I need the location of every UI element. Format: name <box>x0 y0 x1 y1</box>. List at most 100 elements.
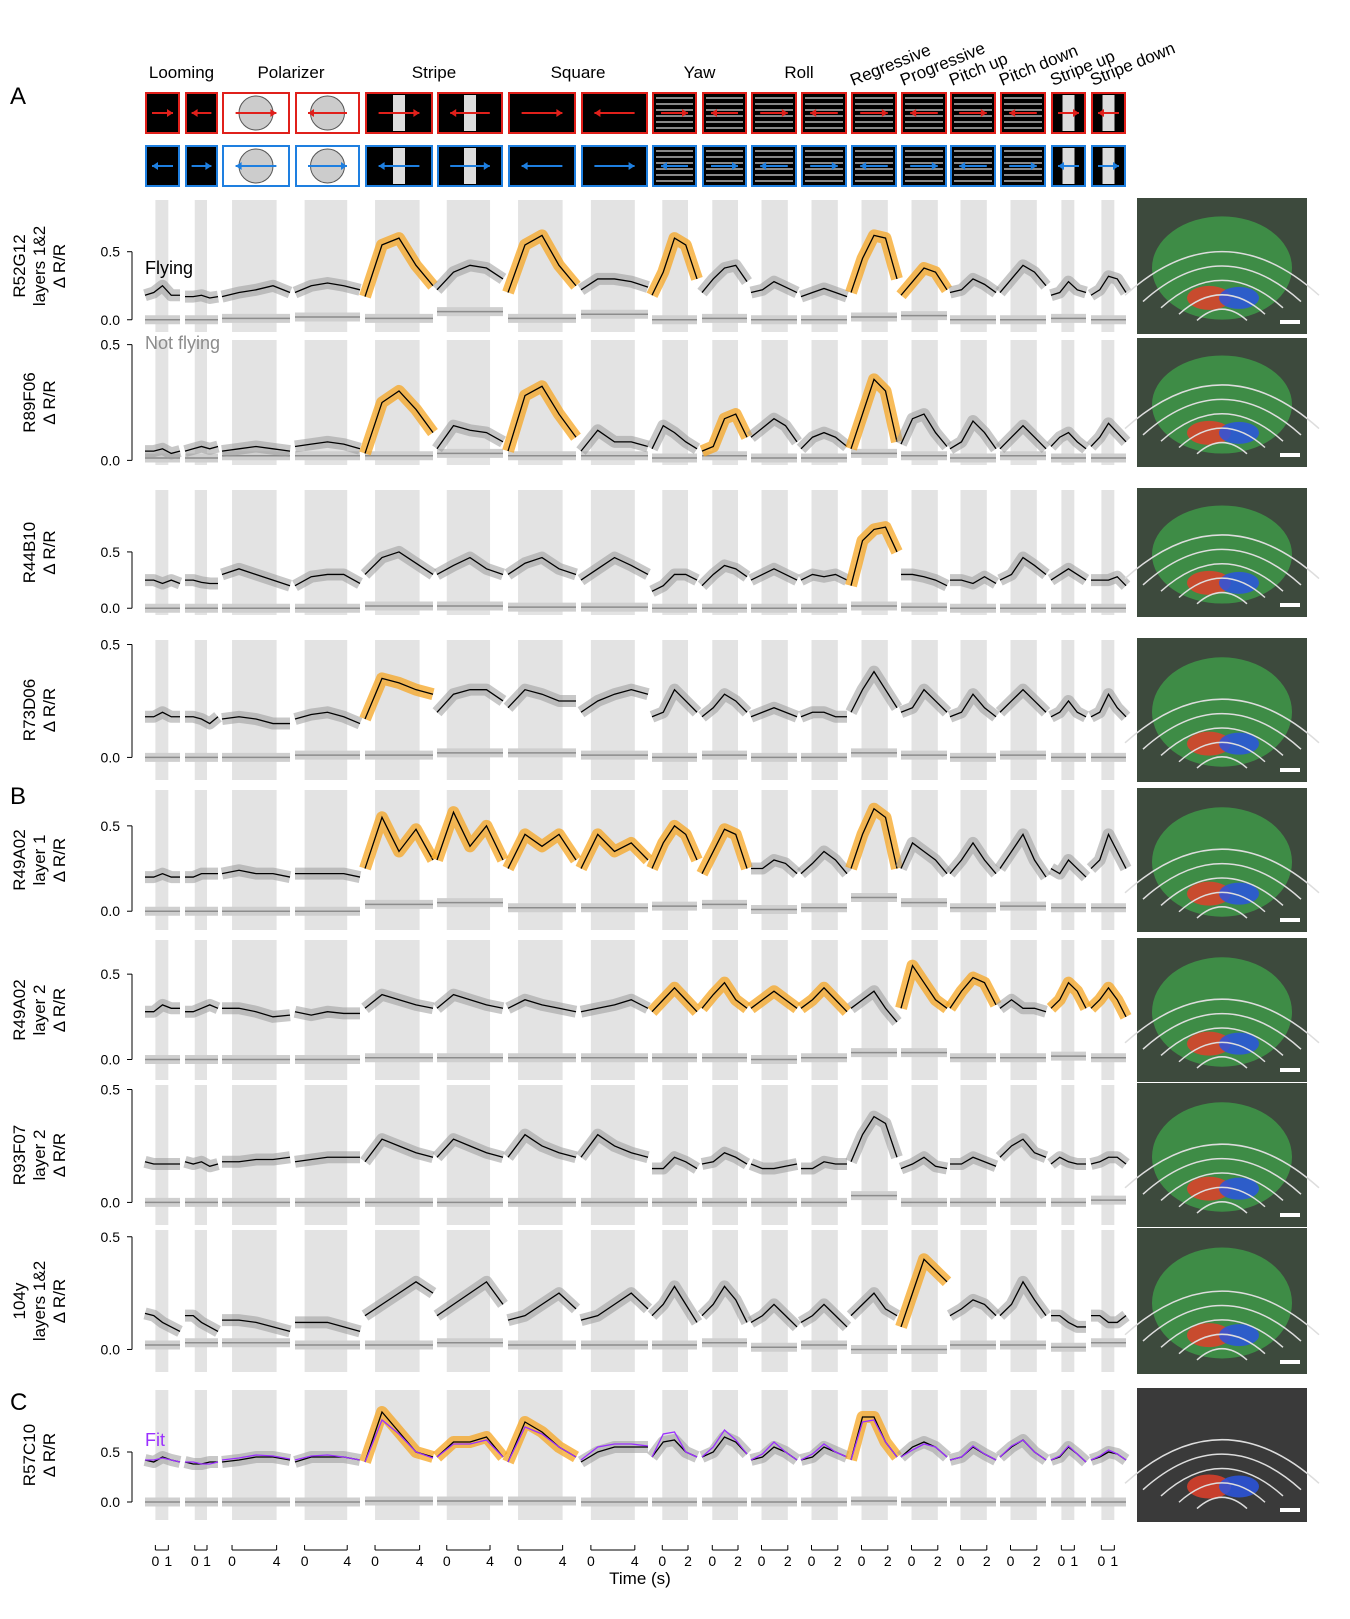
stimulus-label: Looming <box>149 63 214 82</box>
image-blue <box>1219 1178 1259 1200</box>
stimulus-label: Stripe <box>412 63 456 82</box>
x-tick-label: 0 <box>301 1553 309 1569</box>
row-label: Δ R/R <box>50 244 69 288</box>
row-label: R93F07 <box>10 1125 29 1185</box>
row-label: Δ R/R <box>40 530 59 574</box>
scale-bar <box>1280 1213 1300 1217</box>
x-tick-label: 0 <box>228 1553 236 1569</box>
stimulus-label: Yaw <box>684 63 717 82</box>
flying-band <box>1051 1316 1086 1327</box>
stimulus-period <box>1101 200 1114 332</box>
x-tick-label: 4 <box>416 1553 424 1569</box>
x-tick-label: 1 <box>1110 1553 1118 1569</box>
y-tick-label: 0.0 <box>101 452 121 468</box>
x-tick-label: 2 <box>734 1553 742 1569</box>
y-tick-label: 0.0 <box>101 1194 121 1210</box>
stimulus-period <box>155 490 168 615</box>
x-tick-label: 0 <box>1097 1553 1105 1569</box>
x-tick-label: 0 <box>1007 1553 1015 1569</box>
stimulus-period <box>195 200 207 332</box>
row-label: Δ R/R <box>40 380 59 424</box>
scale-bar <box>1280 603 1300 607</box>
stimulus-period <box>232 200 277 332</box>
stimulus-period <box>1101 1230 1114 1372</box>
x-tick-label: 0 <box>758 1553 766 1569</box>
row-label: layers 1&2 <box>30 226 49 306</box>
y-tick-label: 0.0 <box>101 1341 121 1357</box>
stimulus-period <box>232 1230 277 1372</box>
stimulus-period <box>961 490 987 615</box>
y-tick-label: 0.5 <box>101 337 121 353</box>
flying-band <box>222 446 290 451</box>
x-tick-label: 0 <box>957 1553 965 1569</box>
flying-band <box>801 1162 847 1169</box>
stimulus-label: Roll <box>784 63 813 82</box>
stimulus-period <box>232 490 277 615</box>
x-tick-label: 1 <box>1070 1553 1078 1569</box>
x-tick-label: 2 <box>834 1553 842 1569</box>
x-tick-label: 0 <box>708 1553 716 1569</box>
x-tick-label: 2 <box>1033 1553 1041 1569</box>
image-blue <box>1219 572 1259 594</box>
scale-bar <box>1280 918 1300 922</box>
stimulus-period <box>375 790 420 930</box>
x-tick-label: 1 <box>164 1553 172 1569</box>
y-tick-label: 0.5 <box>101 1444 121 1460</box>
stimulus-period <box>862 1085 888 1225</box>
row-label: Δ R/R <box>50 988 69 1032</box>
stimulus-label: Square <box>551 63 606 82</box>
x-tick-label: 0 <box>658 1553 666 1569</box>
stimulus-period <box>662 490 688 615</box>
stimulus-period <box>712 790 738 930</box>
x-tick-label: 2 <box>684 1553 692 1569</box>
row-label: R52G12 <box>10 234 29 297</box>
x-tick-label: 4 <box>273 1553 281 1569</box>
scale-bar <box>1280 768 1300 772</box>
x-tick-label: 0 <box>587 1553 595 1569</box>
x-axis-label: Time (s) <box>609 1569 671 1588</box>
x-tick-label: 4 <box>486 1553 494 1569</box>
legend-fit: Fit <box>145 1430 165 1450</box>
image-blue <box>1219 1033 1259 1055</box>
stimulus-period <box>447 340 490 465</box>
x-tick-label: 0 <box>191 1553 199 1569</box>
x-tick-label: 4 <box>559 1553 567 1569</box>
stimulus-period <box>1061 340 1074 465</box>
y-tick-label: 0.0 <box>101 903 121 919</box>
x-tick-label: 2 <box>934 1553 942 1569</box>
y-tick-label: 0.0 <box>101 1494 121 1510</box>
y-tick-label: 0.5 <box>101 544 121 560</box>
x-tick-label: 4 <box>631 1553 639 1569</box>
x-tick-label: 0 <box>371 1553 379 1569</box>
panel-label: A <box>10 83 26 110</box>
stimulus-period <box>305 490 348 615</box>
row-label: layer 1 <box>30 834 49 885</box>
legend-not-flying: Not flying <box>145 333 220 353</box>
x-tick-label: 0 <box>858 1553 866 1569</box>
stimulus-period <box>762 340 788 465</box>
figure: A B C LoomingPolarizerStripeSquareYawRol… <box>0 0 1350 1619</box>
x-tick-label: 0 <box>808 1553 816 1569</box>
row-label: Δ R/R <box>50 838 69 882</box>
stimulus-period <box>1061 490 1074 615</box>
y-tick-label: 0.5 <box>101 244 121 260</box>
row-label: 104y <box>10 1282 29 1319</box>
x-tick-label: 0 <box>1057 1553 1065 1569</box>
flying-band <box>185 446 218 451</box>
x-tick-label: 1 <box>203 1553 211 1569</box>
stimulus-period <box>447 640 490 780</box>
image-blue <box>1219 883 1259 905</box>
stimulus-period <box>1101 340 1114 465</box>
y-tick-label: 0.0 <box>101 600 121 616</box>
stimulus-period <box>862 640 888 780</box>
row-label: Δ R/R <box>50 1279 69 1323</box>
x-tick-label: 0 <box>151 1553 159 1569</box>
scale-bar <box>1280 1508 1300 1512</box>
stimulus-period <box>195 490 207 615</box>
x-tick-label: 4 <box>343 1553 351 1569</box>
y-tick-label: 0.0 <box>101 749 121 765</box>
x-tick-label: 2 <box>784 1553 792 1569</box>
y-tick-label: 0.5 <box>101 637 121 653</box>
image-bg <box>1137 1388 1307 1522</box>
scale-bar <box>1280 453 1300 457</box>
